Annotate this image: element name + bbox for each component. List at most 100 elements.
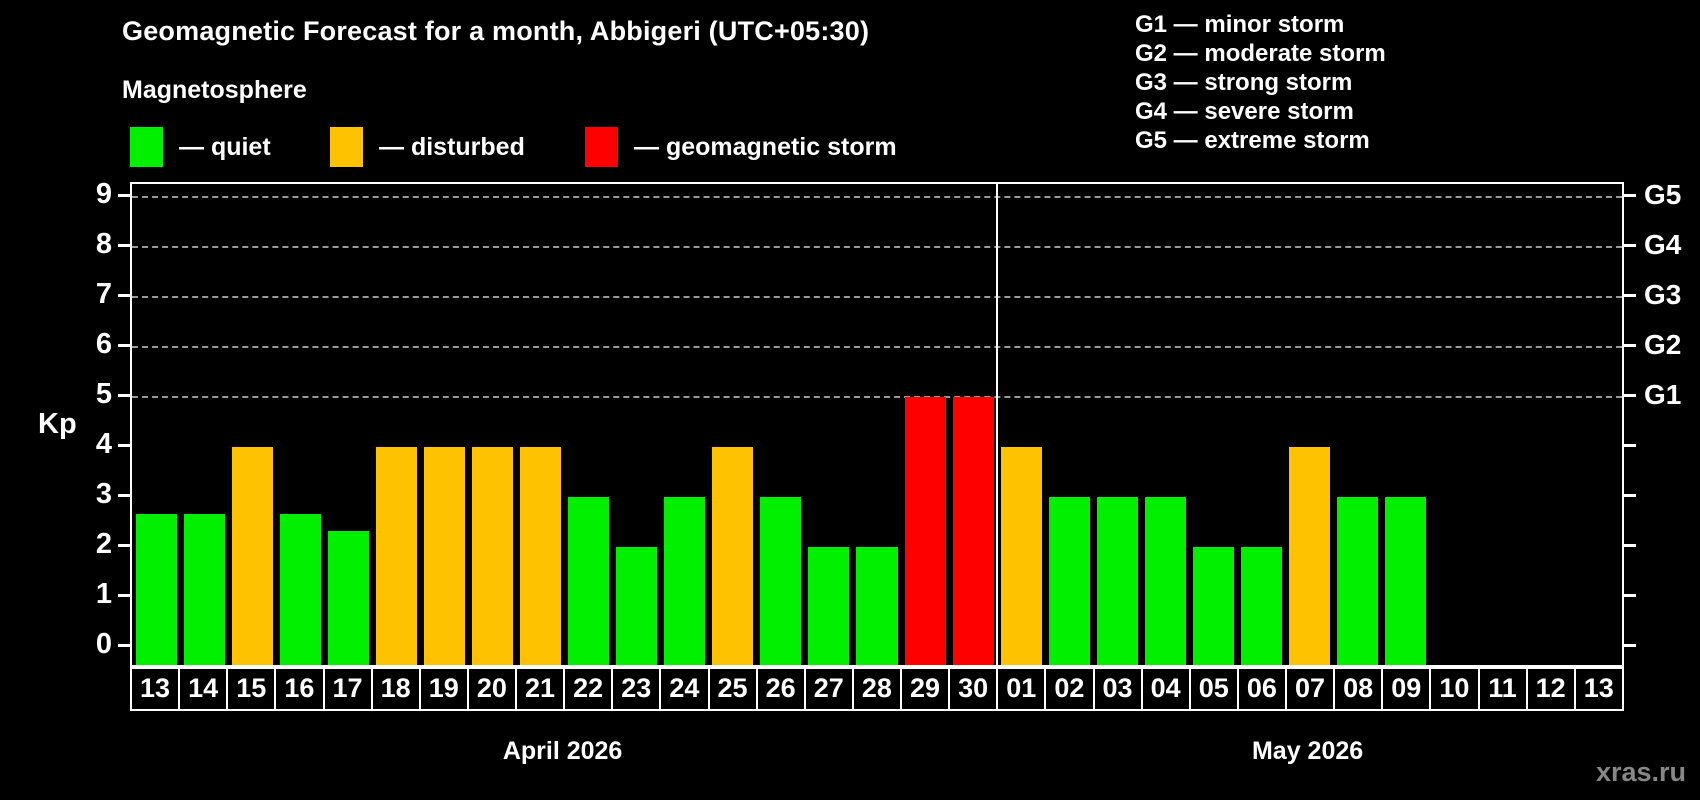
y-tick-right-2: [1624, 544, 1636, 547]
y-tick-label-8: 8: [95, 228, 112, 260]
y-tick-right-4: [1624, 444, 1636, 447]
kp-bar-day-19: [423, 447, 465, 667]
gridline-kp-6: [132, 346, 1622, 348]
day-label-cell: 29: [902, 667, 951, 709]
y-tick-left-9: [118, 194, 130, 197]
day-label-cell: 10: [1431, 667, 1480, 709]
y-tick-left-7: [118, 294, 130, 297]
day-label-cell: 01: [998, 667, 1047, 709]
y-tick-label-5: 5: [95, 378, 112, 410]
g3-legend-line: G3 — strong storm: [1135, 69, 1353, 96]
legend-label-quiet: — quiet: [179, 132, 271, 161]
legend-label-storm: — geomagnetic storm: [634, 132, 897, 161]
kp-bar-day-22: [568, 497, 610, 667]
kp-bar-day-17: [327, 530, 369, 667]
y-tick-left-2: [118, 544, 130, 547]
legend-label-disturbed: — disturbed: [379, 132, 525, 161]
g5-legend-line: G5 — extreme storm: [1135, 127, 1370, 154]
g-axis-label-g1: G1: [1644, 379, 1682, 410]
kp-bar-day-29: [904, 397, 946, 667]
g4-legend-line: G4 — severe storm: [1135, 98, 1354, 125]
g-scale-legend: G1 — minor storm G2 — moderate storm G3 …: [1135, 10, 1386, 155]
gridline-kp-9: [132, 196, 1622, 198]
kp-bar-day-07: [1289, 447, 1331, 667]
day-label-cell: 13: [1583, 672, 1614, 703]
y-tick-right-7: [1624, 294, 1636, 297]
g-axis-label-g3: G3: [1644, 279, 1682, 310]
day-labels-row: 13 14 15 16 17 18 19 20 21 22 23 24 25 26 27 28 29 30 01 02…: [130, 665, 1624, 711]
kp-bar-day-03: [1096, 497, 1138, 667]
y-tick-label-7: 7: [95, 278, 112, 310]
kp-bar-day-23: [616, 547, 658, 667]
kp-bar-day-27: [808, 547, 850, 667]
watermark: xras.ru: [1595, 757, 1686, 787]
kp-bar-day-26: [760, 497, 802, 667]
y-tick-label-9: 9: [95, 178, 112, 210]
day-label-cell: 18: [373, 667, 421, 709]
kp-bar-day-01: [1000, 447, 1042, 667]
disturbed-swatch-icon: [330, 127, 363, 167]
quiet-swatch-icon: [130, 127, 163, 167]
kp-bar-day-02: [1048, 497, 1090, 667]
y-tick-left-3: [118, 494, 130, 497]
gridline-kp-8: [132, 246, 1622, 248]
day-label-cell: 22: [565, 667, 614, 709]
kp-bar-day-30: [952, 397, 994, 667]
day-label-cell: 21: [517, 667, 566, 709]
y-tick-right-1: [1624, 594, 1636, 597]
day-label-cell: 09: [1383, 667, 1432, 709]
kp-bar-day-21: [520, 447, 562, 667]
y-tick-label-1: 1: [95, 578, 112, 610]
month-label-0: April 2026: [502, 737, 623, 765]
y-tick-right-0: [1624, 644, 1636, 647]
legend-item-quiet: — quiet: [130, 126, 271, 168]
day-label-cell: 15: [228, 667, 277, 709]
kp-bar-day-28: [856, 547, 898, 667]
kp-bar-day-05: [1192, 547, 1234, 667]
y-tick-left-8: [118, 244, 130, 247]
day-label-cell: 16: [276, 667, 325, 709]
y-tick-left-5: [118, 394, 130, 397]
kp-bar-day-13: [135, 513, 177, 667]
day-label-cell: 30: [950, 667, 999, 709]
day-label-cell: 04: [1143, 667, 1191, 709]
kp-bar-day-15: [231, 447, 273, 667]
y-tick-label-0: 0: [95, 628, 112, 660]
day-label-cell: 19: [421, 667, 469, 709]
kp-bar-day-18: [375, 447, 417, 667]
magnetosphere-label: Magnetosphere: [122, 76, 307, 104]
day-label-cell: 24: [661, 667, 710, 709]
kp-bar-day-06: [1240, 547, 1283, 667]
day-label-cell: 12: [1528, 667, 1576, 709]
g2-legend-line: G2 — moderate storm: [1135, 40, 1386, 67]
day-label-cell: 08: [1335, 667, 1384, 709]
gridline-kp-5: [132, 396, 1622, 398]
y-tick-right-9: [1624, 194, 1636, 197]
kp-bar-day-24: [664, 497, 706, 667]
month-separator: [996, 184, 999, 667]
gridline-kp-7: [132, 296, 1622, 298]
kp-bar-day-09: [1385, 497, 1427, 667]
day-label-cell: 05: [1191, 667, 1239, 709]
kp-bar-day-04: [1144, 497, 1186, 667]
y-tick-right-3: [1624, 494, 1636, 497]
y-tick-label-2: 2: [95, 528, 112, 560]
g-axis-label-g5: G5: [1644, 179, 1682, 210]
day-label-cell: 03: [1095, 667, 1143, 709]
kp-bar-day-25: [712, 447, 754, 667]
plot-area: [130, 182, 1624, 669]
y-tick-label-6: 6: [95, 328, 112, 360]
day-label-cell: 25: [710, 667, 758, 709]
y-tick-left-1: [118, 594, 130, 597]
kp-bar-day-20: [471, 447, 513, 667]
day-label-cell: 26: [758, 667, 806, 709]
day-label-cell: 11: [1480, 667, 1528, 709]
y-tick-label-3: 3: [95, 478, 112, 510]
kp-bar-day-08: [1337, 497, 1379, 667]
day-label-cell: 17: [325, 667, 373, 709]
day-label-cell: 28: [854, 667, 902, 709]
g-axis-label-g2: G2: [1644, 329, 1682, 360]
day-label-cell: 27: [806, 667, 854, 709]
y-tick-left-6: [118, 344, 130, 347]
